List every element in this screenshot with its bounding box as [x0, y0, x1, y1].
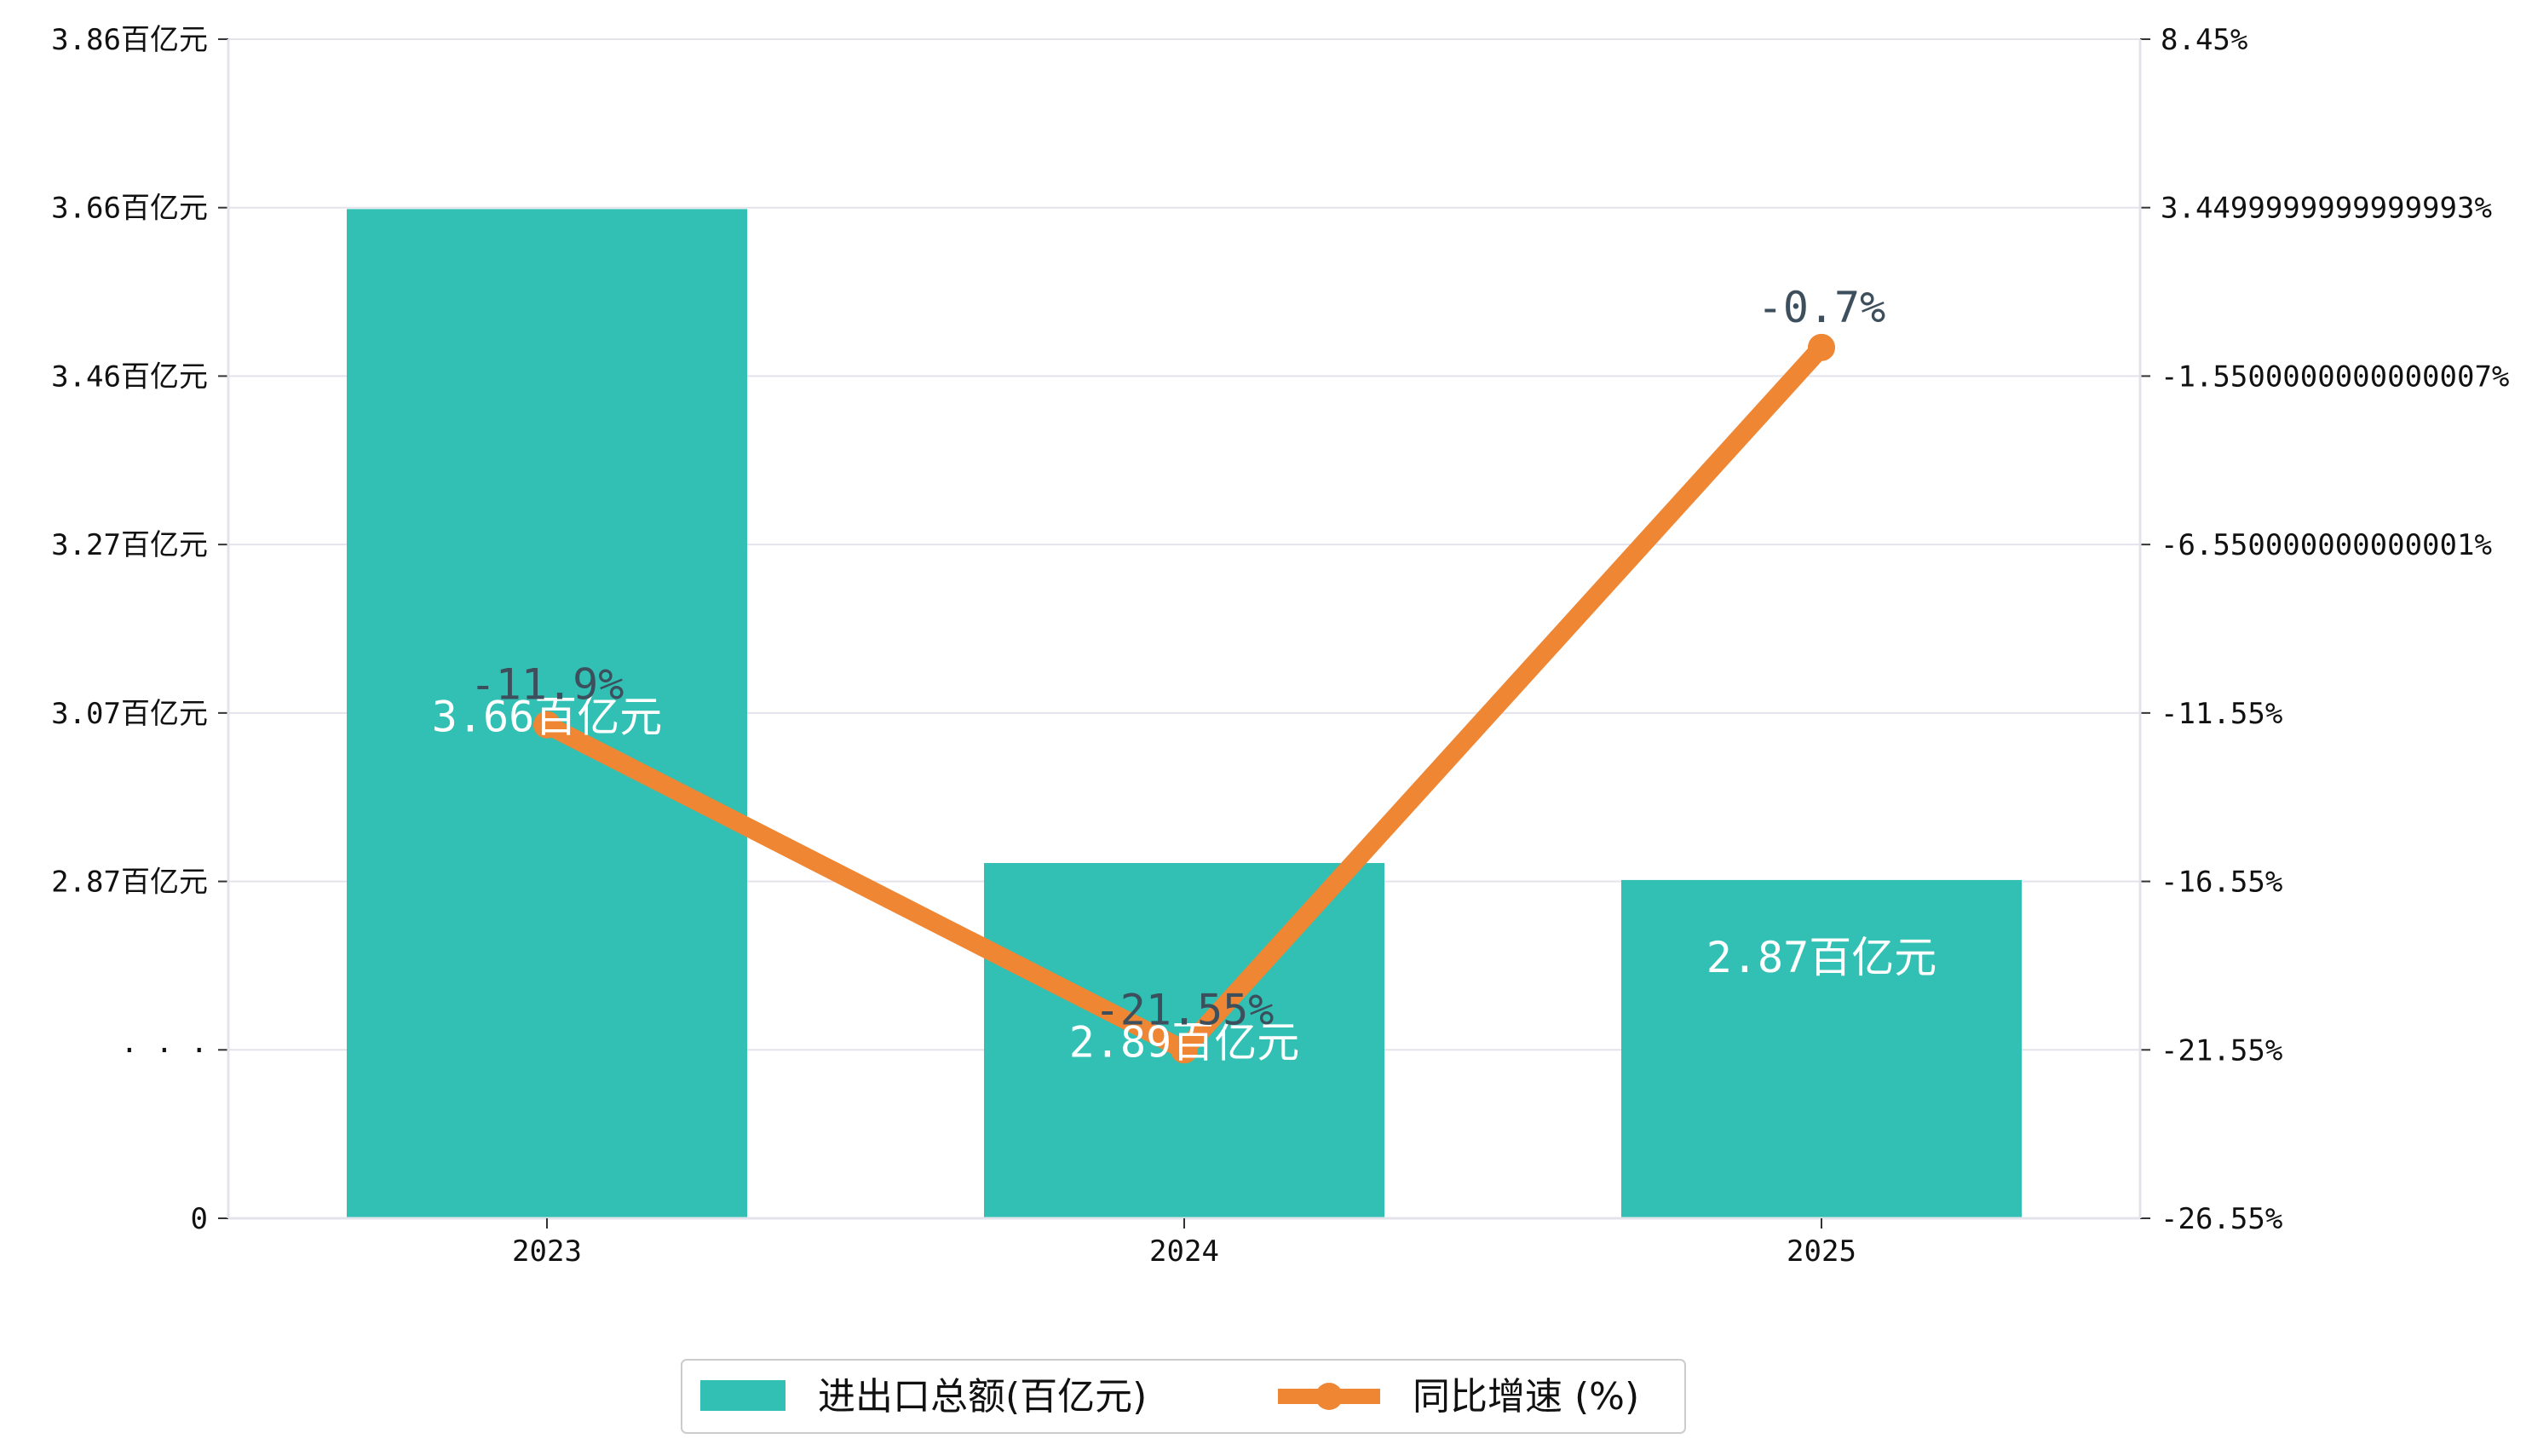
line-value-label: -21.55% — [1095, 985, 1275, 1034]
right-tick-label: -11.55% — [2161, 697, 2282, 731]
right-tick-label: -26.55% — [2161, 1202, 2282, 1236]
axes: 0 -26.55% · · · -21.55% 2.87百亿元 -16.55% 3.07百亿… — [51, 23, 2509, 1269]
legend-swatch-bar — [700, 1380, 785, 1411]
x-tick-label: 2025 — [1787, 1234, 1856, 1269]
x-tick-label: 2024 — [1149, 1234, 1219, 1269]
data-labels: 3.66百亿元 2.89百亿元 2.87百亿元 -11.9% -21.55% -0.7% — [432, 283, 1936, 1067]
left-tick-label: · · · — [121, 1033, 208, 1068]
right-tick-label: -21.55% — [2161, 1033, 2282, 1068]
right-tick-label: -6.550000000000001% — [2161, 528, 2492, 562]
bar-value-label: 2.89百亿元 — [1069, 1017, 1299, 1067]
line-point — [1171, 1036, 1198, 1064]
right-tick-label: 8.45% — [2161, 23, 2247, 57]
right-tick-label: -16.55% — [2161, 866, 2282, 900]
left-tick-label: 3.27百亿元 — [51, 528, 208, 562]
right-tick-label: -1.5500000000000007% — [2161, 360, 2509, 394]
legend-swatch-marker — [1315, 1383, 1343, 1410]
left-tick-label: 3.46百亿元 — [51, 360, 208, 394]
line-point — [1808, 333, 1835, 361]
x-tick-label: 2023 — [512, 1234, 582, 1269]
left-tick-label: 0 — [191, 1202, 208, 1236]
left-tick-label: 3.86百亿元 — [51, 23, 208, 57]
line-value-label: -11.9% — [470, 660, 624, 710]
left-tick-label: 3.07百亿元 — [51, 697, 208, 731]
legend-box — [681, 1359, 1686, 1434]
legend-label-bar: 进出口总额(百亿元) — [818, 1375, 1147, 1419]
legend-label-line: 同比增速 (%) — [1413, 1375, 1639, 1419]
line-value-label: -0.7% — [1758, 283, 1886, 332]
left-tick-label: 3.66百亿元 — [51, 192, 208, 226]
bar-value-label: 3.66百亿元 — [432, 693, 662, 742]
bar-value-label: 2.87百亿元 — [1706, 933, 1936, 982]
line-point — [533, 711, 561, 739]
legend: 进出口总额(百亿元) 同比增速 (%) — [681, 1359, 1686, 1434]
line-series — [533, 333, 1835, 1064]
left-tick-label: 2.87百亿元 — [51, 866, 208, 900]
right-tick-label: 3.4499999999999993% — [2161, 192, 2492, 226]
bar — [1621, 879, 2022, 1218]
